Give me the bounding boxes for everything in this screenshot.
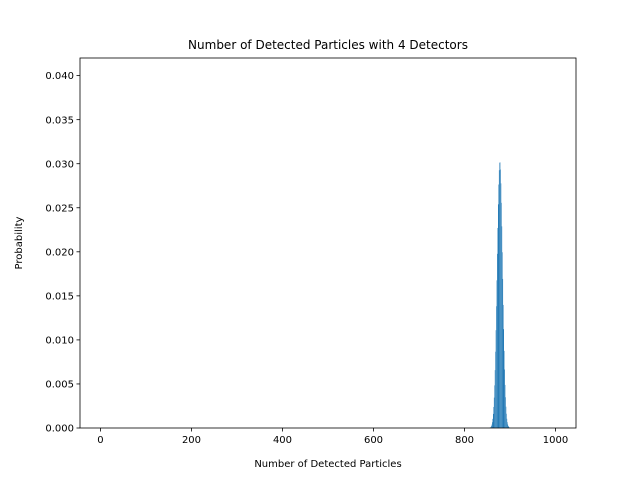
bar (501, 203, 502, 428)
bar (497, 254, 498, 428)
bar (499, 170, 500, 428)
bar (503, 329, 504, 428)
bar (500, 170, 501, 428)
bar (502, 252, 503, 428)
bar (500, 162, 501, 428)
bar (502, 226, 503, 428)
y-tick-label: 0.035 (45, 115, 74, 126)
y-tick-label: 0.000 (45, 424, 74, 435)
y-axis-label: Probability (14, 216, 25, 269)
x-tick-label: 1000 (543, 435, 568, 446)
bar (495, 370, 496, 428)
bar (503, 279, 504, 428)
bar (505, 385, 506, 428)
x-tick-label: 0 (97, 435, 103, 446)
x-tick-label: 200 (182, 435, 201, 446)
y-tick-label: 0.040 (45, 71, 74, 82)
y-tick-label: 0.030 (45, 159, 74, 170)
bar (493, 414, 494, 428)
x-tick-label: 800 (455, 435, 474, 446)
bar (494, 385, 495, 428)
bar (492, 425, 493, 428)
y-tick-label: 0.025 (45, 203, 74, 214)
y-tick-label: 0.010 (45, 336, 74, 347)
bar (493, 419, 494, 428)
bar (501, 183, 502, 428)
bar (503, 305, 504, 428)
bar (504, 351, 505, 428)
bar (497, 280, 498, 428)
bar (496, 330, 497, 428)
bar (492, 422, 493, 428)
bar (505, 397, 506, 428)
x-axis-label: Number of Detected Particles (254, 459, 401, 470)
bar (508, 424, 509, 428)
bar (498, 185, 499, 429)
x-tick-label: 600 (364, 435, 383, 446)
bar (498, 228, 499, 428)
bar (504, 370, 505, 429)
bar (506, 414, 507, 428)
y-tick-label: 0.005 (45, 380, 74, 391)
bar (495, 352, 496, 428)
chart-title: Number of Detected Particles with 4 Dete… (188, 38, 468, 52)
bar (499, 163, 500, 428)
bar (507, 419, 508, 428)
y-tick-label: 0.020 (45, 247, 74, 258)
bar (494, 398, 495, 428)
x-tick-label: 400 (273, 435, 292, 446)
bar (498, 204, 499, 428)
bar (493, 407, 494, 428)
bar (507, 422, 508, 428)
y-tick-label: 0.015 (45, 291, 74, 302)
bar (506, 407, 507, 428)
bar (496, 306, 497, 428)
